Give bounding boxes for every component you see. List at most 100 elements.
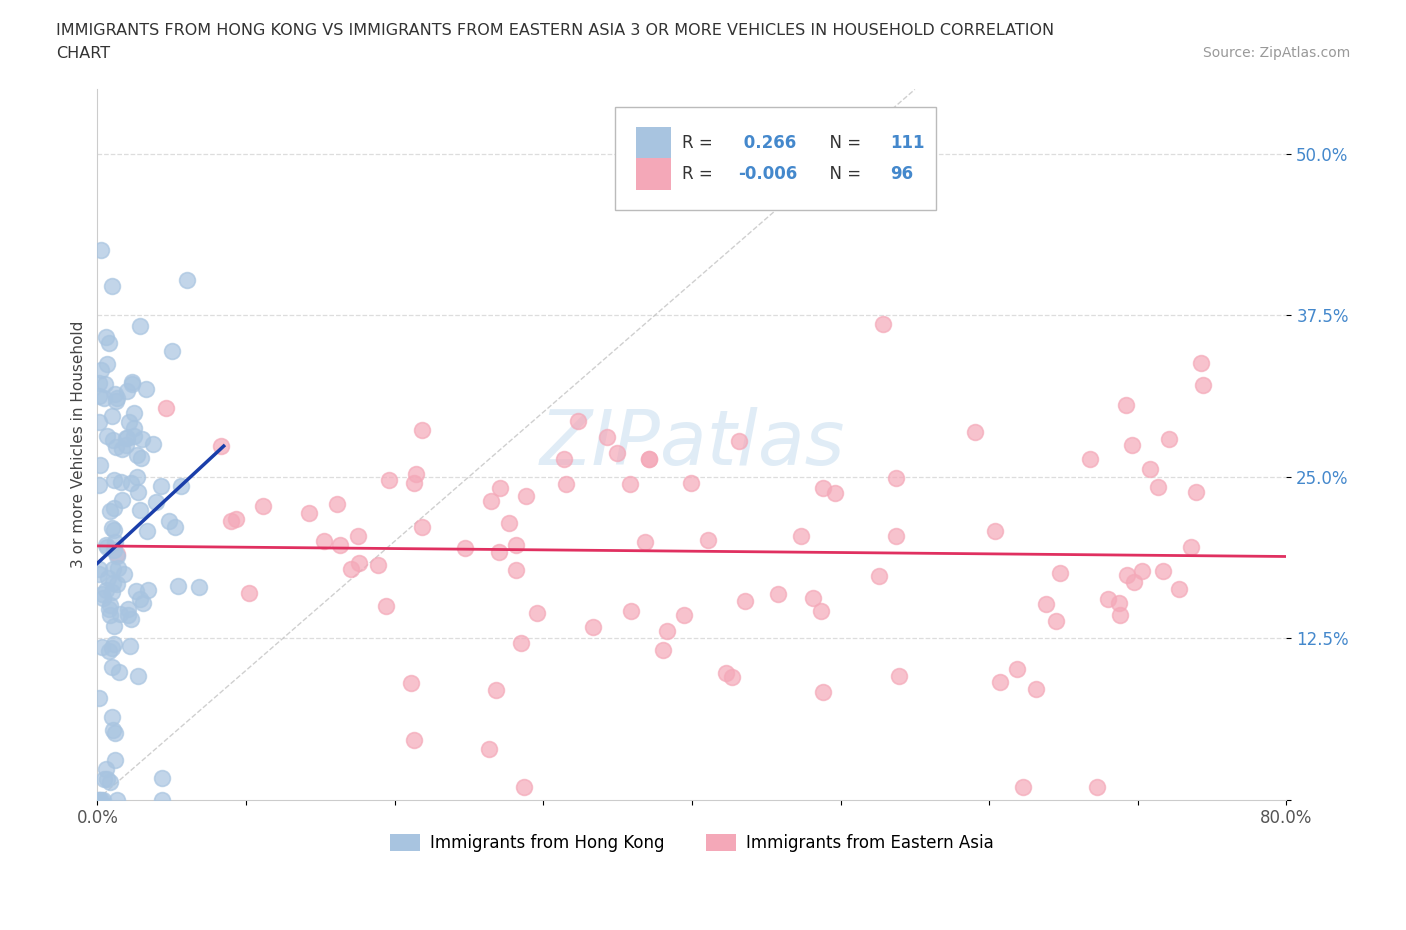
- Point: [89, 566, 111, 581]
- Point: [122, 405, 145, 420]
- Point: [988, 674, 1011, 689]
- Point: [98, 607, 121, 622]
- Point: [145, 494, 167, 509]
- Text: -0.006: -0.006: [738, 165, 797, 183]
- Point: [96, 429, 118, 444]
- Text: ZIPatlas: ZIPatlas: [540, 407, 845, 482]
- Point: [176, 272, 198, 287]
- Point: [112, 566, 135, 581]
- Point: [105, 547, 128, 562]
- Point: [124, 420, 146, 435]
- Point: [155, 400, 177, 415]
- Point: [1167, 582, 1189, 597]
- Point: [1121, 438, 1143, 453]
- Point: [884, 471, 907, 485]
- Point: [1192, 378, 1215, 392]
- Point: [129, 502, 152, 517]
- Point: [1185, 485, 1208, 499]
- Point: [131, 432, 153, 446]
- Point: [93, 792, 115, 807]
- Point: [104, 394, 127, 409]
- Point: [87, 792, 110, 807]
- Point: [1078, 451, 1101, 466]
- Point: [526, 605, 548, 620]
- Point: [638, 451, 661, 466]
- Point: [510, 635, 533, 650]
- Y-axis label: 3 or more Vehicles in Household: 3 or more Vehicles in Household: [72, 321, 86, 568]
- FancyBboxPatch shape: [636, 127, 671, 160]
- Point: [965, 425, 987, 440]
- Point: [115, 431, 138, 445]
- Point: [101, 408, 124, 423]
- Point: [90, 243, 112, 258]
- Point: [166, 578, 188, 593]
- Point: [117, 431, 139, 445]
- Point: [122, 429, 145, 444]
- Point: [117, 607, 139, 622]
- Point: [103, 542, 125, 557]
- Point: [101, 561, 124, 576]
- Point: [619, 477, 641, 492]
- Point: [714, 666, 737, 681]
- Point: [347, 528, 370, 543]
- Point: [485, 683, 508, 698]
- Point: [104, 725, 127, 740]
- Point: [411, 520, 433, 535]
- Point: [984, 524, 1007, 538]
- Point: [1115, 398, 1137, 413]
- Point: [93, 771, 115, 786]
- Point: [655, 623, 678, 638]
- Point: [454, 540, 477, 555]
- Point: [125, 470, 148, 485]
- Point: [98, 601, 121, 616]
- Point: [734, 593, 756, 608]
- Point: [127, 485, 149, 499]
- Point: [103, 575, 125, 590]
- Point: [90, 363, 112, 378]
- Point: [1025, 682, 1047, 697]
- Point: [347, 555, 370, 570]
- Point: [105, 391, 128, 405]
- Point: [89, 458, 111, 473]
- Text: 96: 96: [890, 165, 914, 183]
- Point: [110, 474, 132, 489]
- Text: N =: N =: [820, 165, 866, 183]
- Point: [479, 494, 502, 509]
- Text: R =: R =: [682, 165, 718, 183]
- Point: [378, 472, 401, 487]
- Point: [411, 423, 433, 438]
- Point: [136, 583, 159, 598]
- Point: [374, 599, 396, 614]
- Point: [1045, 613, 1067, 628]
- Point: [96, 538, 118, 552]
- Point: [329, 538, 352, 552]
- Point: [789, 529, 811, 544]
- Point: [672, 608, 695, 623]
- Point: [620, 604, 643, 618]
- Point: [1130, 564, 1153, 578]
- Text: 111: 111: [890, 134, 925, 153]
- Point: [884, 529, 907, 544]
- Point: [100, 710, 122, 724]
- Point: [101, 660, 124, 675]
- Point: [89, 691, 111, 706]
- Point: [606, 445, 628, 460]
- Point: [103, 523, 125, 538]
- Legend: Immigrants from Hong Kong, Immigrants from Eastern Asia: Immigrants from Hong Kong, Immigrants fr…: [384, 827, 1001, 858]
- Point: [115, 438, 138, 453]
- Point: [129, 591, 152, 606]
- Point: [803, 591, 825, 605]
- Point: [404, 475, 426, 490]
- Point: [94, 582, 117, 597]
- Point: [135, 524, 157, 538]
- Point: [111, 493, 134, 508]
- Point: [404, 733, 426, 748]
- Point: [219, 514, 242, 529]
- Point: [367, 557, 389, 572]
- Point: [150, 792, 173, 807]
- Point: [135, 381, 157, 396]
- Point: [1011, 779, 1033, 794]
- Point: [697, 532, 720, 547]
- Text: Source: ZipAtlas.com: Source: ZipAtlas.com: [1202, 46, 1350, 60]
- Point: [101, 278, 124, 293]
